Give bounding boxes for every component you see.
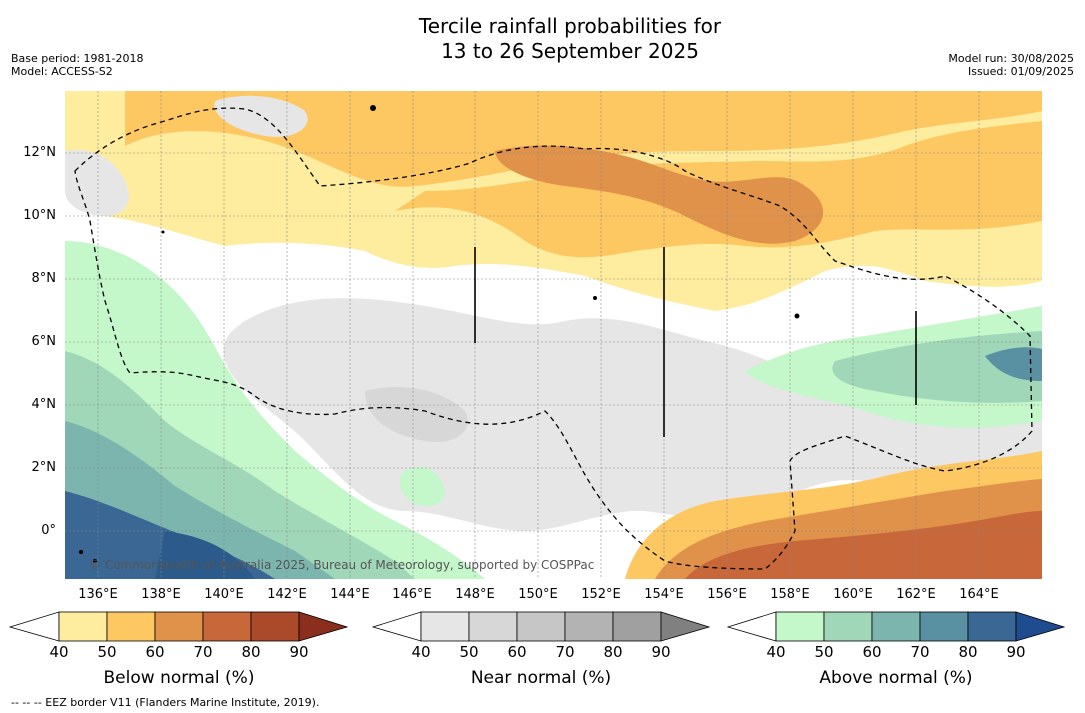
cb-tick: 80 <box>603 643 623 661</box>
cb-tick: 50 <box>459 643 479 661</box>
cb-tick: 40 <box>766 643 786 661</box>
cb-tick: 40 <box>49 643 69 661</box>
lon-label: 158°E <box>770 587 810 602</box>
cb-swatch <box>420 611 470 642</box>
cb-tick: 90 <box>289 643 309 661</box>
cb-tick: 80 <box>241 643 261 661</box>
lat-label: 0° <box>41 523 56 538</box>
cb-tick: 60 <box>507 643 527 661</box>
cb-swatch <box>516 611 566 642</box>
colorbar-title-near: Near normal (%) <box>470 668 612 688</box>
lon-label: 138°E <box>141 587 181 602</box>
cb-swatch <box>202 611 252 642</box>
lon-label: 160°E <box>833 587 873 602</box>
colorbar-title-above: Above normal (%) <box>819 668 973 688</box>
eez-legend-note: -- -- -- EEZ border V11 (Flanders Marine… <box>11 696 320 709</box>
model-run: Model run: 30/08/2025 <box>948 52 1074 65</box>
title-line-2: 13 to 26 September 2025 <box>441 39 699 63</box>
cb-tick: 90 <box>1006 643 1026 661</box>
lat-label: 4°N <box>31 397 57 412</box>
cb-swatch <box>468 611 518 642</box>
lon-label: 154°E <box>644 587 684 602</box>
map-gridlines <box>65 91 1042 579</box>
cb-swatch <box>106 611 156 642</box>
cb-swatch <box>371 611 422 642</box>
cb-tick: 70 <box>555 643 575 661</box>
cb-tick: 60 <box>145 643 165 661</box>
cb-swatch <box>726 611 777 642</box>
lat-label: 2°N <box>31 460 57 475</box>
island-markers <box>79 105 800 563</box>
cb-swatch <box>1015 611 1066 642</box>
above-normal-50-region-c <box>399 467 445 507</box>
lon-label: 136°E <box>78 587 118 602</box>
cb-tick: 50 <box>814 643 834 661</box>
copyright-text: © Commonwealth of Australia 2025, Bureau… <box>89 558 595 572</box>
cb-tick: 50 <box>97 643 117 661</box>
above-normal-60-region-e <box>832 331 1042 403</box>
near-normal-50-region-n <box>214 95 308 137</box>
cb-swatch <box>58 611 108 642</box>
cb-swatch <box>154 611 204 642</box>
lat-label: 12°N <box>23 145 56 160</box>
colorbar-above-normal <box>726 611 1066 642</box>
cb-swatch <box>660 611 711 642</box>
lon-label: 162°E <box>896 587 936 602</box>
cb-tick: 70 <box>910 643 930 661</box>
colorbar-title-below: Below normal (%) <box>103 668 255 688</box>
cb-tick: 70 <box>193 643 213 661</box>
eez-meridian-lines <box>474 247 917 437</box>
map-title: Tercile rainfall probabilities for 13 to… <box>0 14 1085 64</box>
above-normal-90-region-w <box>155 531 255 579</box>
lat-label: 8°N <box>31 271 57 286</box>
issued-date: Issued: 01/09/2025 <box>967 65 1074 78</box>
lon-label: 146°E <box>392 587 432 602</box>
cb-tick: 90 <box>651 643 671 661</box>
below-normal-60-region <box>125 91 1042 187</box>
cb-tick: 80 <box>958 643 978 661</box>
lon-label: 156°E <box>707 587 747 602</box>
colorbars <box>8 611 1066 642</box>
base-period: Base period: 1981-2018 <box>11 52 144 65</box>
below-normal-70-region <box>495 145 824 244</box>
cb-tick: 40 <box>411 643 431 661</box>
eez-border <box>74 107 1033 570</box>
above-normal-70-region-e <box>985 347 1042 381</box>
lon-label: 148°E <box>455 587 495 602</box>
cb-swatch <box>612 611 662 642</box>
below-normal-80-region-se <box>685 511 1042 579</box>
cb-swatch <box>8 611 60 642</box>
meta-right: Model run: 30/08/2025 Issued: 01/09/2025 <box>948 52 1074 78</box>
cb-swatch <box>298 611 349 642</box>
lon-label: 150°E <box>518 587 558 602</box>
near-normal-50-region-nw <box>65 150 129 216</box>
model-name: Model: ACCESS-S2 <box>11 65 113 78</box>
colorbar-near-normal <box>371 611 711 642</box>
cb-swatch <box>564 611 614 642</box>
cb-swatch <box>871 611 921 642</box>
cb-swatch <box>967 611 1017 642</box>
lon-label: 140°E <box>204 587 244 602</box>
meta-left: Base period: 1981-2018 Model: ACCESS-S2 <box>11 52 143 78</box>
cb-swatch <box>823 611 873 642</box>
colorbar-below-normal <box>8 611 349 642</box>
title-line-1: Tercile rainfall probabilities for <box>418 14 722 38</box>
cb-swatch <box>919 611 969 642</box>
cb-swatch <box>250 611 300 642</box>
forecast-map[interactable]: © Commonwealth of Australia 2025, Bureau… <box>65 91 1042 579</box>
lat-label: 6°N <box>31 334 57 349</box>
lon-label: 152°E <box>581 587 621 602</box>
cb-swatch <box>775 611 825 642</box>
near-normal-60-region <box>365 387 468 442</box>
lon-label: 142°E <box>267 587 307 602</box>
lon-label: 164°E <box>959 587 999 602</box>
lat-label: 10°N <box>23 208 56 223</box>
lon-label: 144°E <box>330 587 370 602</box>
cb-tick: 60 <box>862 643 882 661</box>
map-canvas <box>65 91 1042 579</box>
